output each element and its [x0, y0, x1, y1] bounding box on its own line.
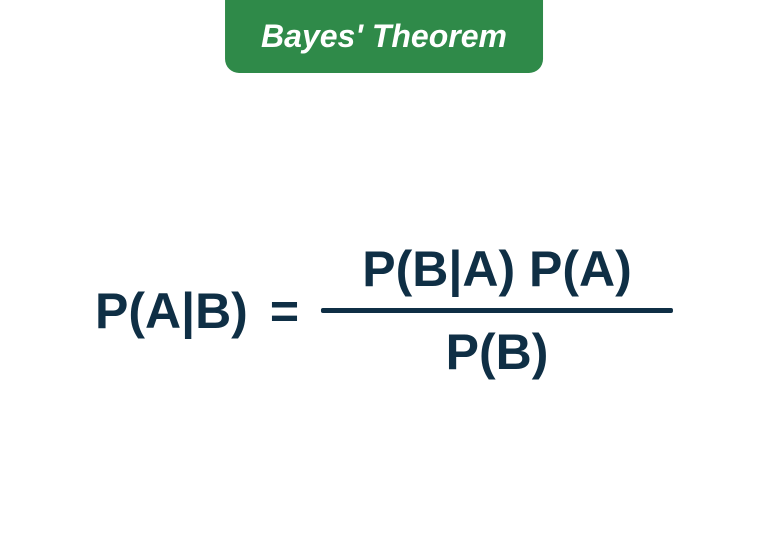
bayes-formula: P(A|B) = P(B|A) P(A) P(B) — [95, 240, 673, 381]
formula-fraction: P(B|A) P(A) P(B) — [321, 240, 673, 381]
formula-lhs: P(A|B) — [95, 282, 248, 340]
formula-denominator: P(B) — [446, 313, 549, 381]
formula-numerator: P(B|A) P(A) — [362, 240, 632, 308]
formula-equals: = — [266, 282, 303, 340]
title-badge: Bayes' Theorem — [225, 0, 543, 73]
